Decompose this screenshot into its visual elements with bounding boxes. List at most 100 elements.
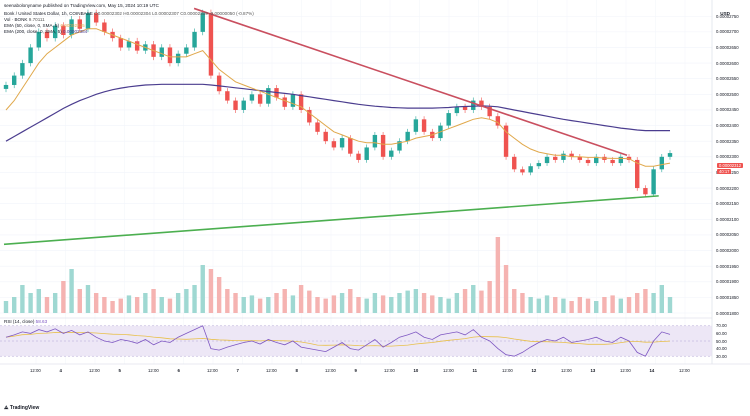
current-price-tag: 0.00002312 — [717, 163, 744, 168]
time-tick-label: 12:00 — [502, 368, 513, 373]
candle-body — [520, 169, 525, 173]
tradingview-logo-icon: ⟁ — [4, 405, 10, 411]
price-tick-label: 0.00001850 — [716, 294, 739, 300]
volume-bar — [495, 237, 501, 313]
current-price-countdown: 40:17 — [717, 169, 732, 174]
ema200-line — [5, 83, 670, 142]
candle-body — [544, 156, 550, 164]
volume-bar — [167, 298, 173, 313]
candle-body — [503, 125, 509, 157]
brand-name: TradingView — [9, 405, 40, 411]
candle-body — [233, 100, 238, 110]
volume-bar — [651, 293, 656, 313]
candle-body — [389, 150, 394, 157]
price-tick-label: 0.00002300 — [716, 154, 739, 160]
volume-bar — [585, 298, 591, 313]
candle-body — [257, 94, 263, 104]
vol-label: Vol · BONK — [4, 17, 28, 22]
ema200-label: EMA (200, close, 0, SMA, 5) — [4, 29, 62, 34]
volume-bar — [626, 297, 632, 313]
volume-bar — [536, 298, 542, 313]
candle-body — [569, 153, 574, 157]
volume-bar — [397, 293, 402, 313]
volume-bar — [446, 298, 451, 313]
price-tick-label: 0.00002750 — [716, 13, 739, 19]
candle-body — [635, 159, 640, 189]
volume-bar — [544, 295, 550, 313]
volume-bar — [225, 289, 230, 313]
volume-bar — [307, 290, 312, 313]
volume-bar — [282, 289, 287, 313]
candle-body — [52, 25, 58, 39]
volume-bar — [126, 295, 132, 313]
candle-body — [118, 38, 123, 48]
price-tick-label: 0.00002400 — [716, 123, 739, 129]
published-note: seenabolonyname published on TradingView… — [4, 3, 159, 8]
price-tick-label: 0.00002450 — [716, 107, 739, 113]
candle-body — [446, 113, 451, 126]
volume-bars — [3, 237, 673, 313]
ema50-label: EMA (50, close, 0, SMA, 5) — [4, 23, 60, 28]
time-tick-label: 11 — [472, 368, 478, 373]
rsi-tick-label: 70.00 — [716, 323, 727, 329]
rsi-legend: RSI (14, close) 58.63 — [4, 319, 47, 325]
candle-body — [36, 31, 41, 48]
volume-bar — [298, 285, 304, 313]
candle-body — [372, 134, 378, 148]
candle-body — [208, 13, 214, 76]
time-tick-label: 13 — [590, 368, 596, 373]
vol-legend: Vol · BONK 9.70111 — [4, 17, 45, 23]
candle-body — [405, 131, 410, 142]
volume-bar — [266, 297, 271, 313]
candle-body — [282, 97, 287, 107]
volume-bar — [110, 301, 115, 313]
time-tick-label: 6 — [177, 368, 180, 373]
volume-bar — [380, 295, 386, 313]
candle-body — [553, 156, 558, 160]
time-tick-label: 12:00 — [148, 368, 159, 373]
time-tick-label: 7 — [236, 368, 239, 373]
candle-body — [290, 94, 296, 107]
candle-body — [331, 141, 337, 148]
candle-body — [462, 106, 468, 110]
volume-bar — [462, 289, 468, 313]
candle-body — [610, 159, 615, 164]
volume-bar — [290, 295, 296, 313]
candle-body — [307, 109, 312, 123]
candle-body — [93, 13, 99, 23]
candle-body — [577, 156, 583, 160]
volume-bar — [216, 277, 222, 313]
footer-brand: ⟁ TradingView — [4, 405, 39, 411]
volume-bar — [192, 285, 197, 313]
candle-body — [167, 47, 173, 64]
candle-body — [28, 47, 33, 64]
candle-body — [454, 106, 460, 114]
ema50-value: 0.00002235 — [60, 23, 85, 28]
trendline — [193, 7, 628, 157]
candle-body — [512, 156, 517, 170]
time-tick-label: 14 — [649, 368, 655, 373]
rsi-value: 58.63 — [35, 319, 48, 324]
vol-value: 9.70111 — [28, 17, 45, 22]
candle-body — [102, 22, 107, 32]
volume-bar — [77, 289, 82, 313]
currency-label: USD — [720, 11, 730, 16]
volume-bar — [200, 265, 205, 313]
candle-body — [323, 131, 328, 142]
time-tick-label: 4 — [59, 368, 62, 373]
ema200-value: 0.00002384 — [62, 29, 88, 34]
price-tick-label: 0.00001900 — [716, 279, 739, 285]
volume-bar — [44, 297, 50, 313]
volume-bar — [364, 298, 369, 313]
time-tick-label: 12:00 — [325, 368, 336, 373]
candle-body — [339, 138, 345, 148]
volume-bar — [331, 295, 337, 313]
candle-body — [380, 134, 386, 157]
volume-bar — [3, 301, 9, 313]
time-tick-label: 12:00 — [266, 368, 277, 373]
volume-bar — [479, 290, 484, 313]
candle-body — [69, 19, 74, 35]
candle-body — [643, 188, 648, 195]
price-tick-label: 0.00002200 — [716, 185, 739, 191]
